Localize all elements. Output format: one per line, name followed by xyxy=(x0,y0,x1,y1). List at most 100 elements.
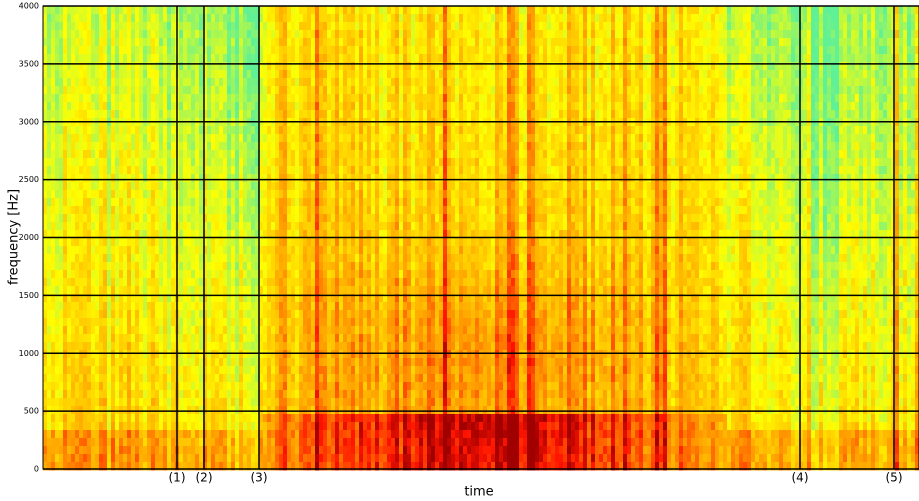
spectrogram-cell xyxy=(287,318,292,327)
spectrogram-cell xyxy=(55,430,60,439)
spectrogram-cell xyxy=(291,270,296,279)
spectrogram-cell xyxy=(231,430,236,439)
spectrogram-cell xyxy=(123,438,128,447)
spectrogram-cell xyxy=(83,222,88,231)
spectrogram-cell xyxy=(171,350,176,359)
spectrogram-cell xyxy=(123,318,128,327)
spectrogram-cell xyxy=(271,262,276,271)
spectrogram-cell xyxy=(223,238,228,247)
spectrogram-cell xyxy=(275,262,280,271)
spectrogram-cell xyxy=(375,142,380,151)
spectrogram-cell xyxy=(247,94,252,103)
spectrogram-cell xyxy=(71,158,76,167)
spectrogram-cell xyxy=(355,446,360,455)
spectrogram-cell xyxy=(111,350,116,359)
spectrogram-cell xyxy=(139,334,144,343)
spectrogram-cell xyxy=(319,382,324,391)
spectrogram-cell xyxy=(155,214,160,223)
spectrogram-cell xyxy=(291,46,296,55)
spectrogram-cell xyxy=(171,22,176,31)
spectrogram-cell xyxy=(91,238,96,247)
spectrogram-cell xyxy=(199,30,204,39)
spectrogram-cell xyxy=(51,350,56,359)
spectrogram-cell xyxy=(323,302,328,311)
spectrogram-cell xyxy=(379,238,384,247)
spectrogram-cell xyxy=(291,254,296,263)
spectrogram-cell xyxy=(231,166,236,175)
spectrogram-cell xyxy=(47,390,52,399)
spectrogram-cell xyxy=(379,414,384,423)
spectrogram-cell xyxy=(139,366,144,375)
spectrogram-cell xyxy=(167,158,172,167)
spectrogram-cell xyxy=(91,366,96,375)
spectrogram-cell xyxy=(243,158,248,167)
spectrogram-cell xyxy=(71,406,76,415)
spectrogram-cell xyxy=(123,110,128,119)
spectrogram-cell xyxy=(267,214,272,223)
spectrogram-cell xyxy=(199,102,204,111)
spectrogram-cell xyxy=(191,86,196,95)
spectrogram-cell xyxy=(287,446,292,455)
spectrogram-cell xyxy=(303,214,308,223)
spectrogram-cell xyxy=(123,198,128,207)
spectrogram-cell xyxy=(207,318,212,327)
spectrogram-cell xyxy=(195,198,200,207)
spectrogram-cell xyxy=(371,454,376,463)
spectrogram-cell xyxy=(275,238,280,247)
spectrogram-cell xyxy=(379,278,384,287)
spectrogram-cell xyxy=(351,438,356,447)
spectrogram-cell xyxy=(339,342,344,351)
spectrogram-cell xyxy=(327,174,332,183)
spectrogram-cell xyxy=(319,438,324,447)
spectrogram-cell xyxy=(351,6,356,15)
spectrogram-cell xyxy=(363,182,368,191)
spectrogram-cell xyxy=(339,374,344,383)
spectrogram-cell xyxy=(91,174,96,183)
spectrogram-cell xyxy=(215,142,220,151)
spectrogram-cell xyxy=(351,430,356,439)
spectrogram-cell xyxy=(275,342,280,351)
spectrogram-cell xyxy=(327,374,332,383)
spectrogram-cell xyxy=(179,438,184,447)
spectrogram-cell xyxy=(311,222,316,231)
spectrogram-cell xyxy=(83,22,88,31)
spectrogram-cell xyxy=(339,286,344,295)
spectrogram-cell xyxy=(131,182,136,191)
spectrogram-cell xyxy=(103,454,108,463)
spectrogram-cell xyxy=(347,270,352,279)
spectrogram-cell xyxy=(115,30,120,39)
spectrogram-cell xyxy=(315,398,320,407)
spectrogram-cell xyxy=(51,334,56,343)
spectrogram-cell xyxy=(231,318,236,327)
spectrogram-cell xyxy=(307,158,312,167)
spectrogram-cell xyxy=(351,398,356,407)
spectrogram-cell xyxy=(71,70,76,79)
spectrogram-cell xyxy=(375,198,380,207)
spectrogram-cell xyxy=(223,382,228,391)
spectrogram-cell xyxy=(131,70,136,79)
spectrogram-cell xyxy=(115,438,120,447)
spectrogram-cell xyxy=(351,30,356,39)
spectrogram-cell xyxy=(111,174,116,183)
spectrogram-cell xyxy=(319,214,324,223)
spectrogram-cell xyxy=(115,54,120,63)
spectrogram-cell xyxy=(119,78,124,87)
spectrogram-cell xyxy=(211,326,216,335)
spectrogram-cell xyxy=(315,334,320,343)
spectrogram-cell xyxy=(83,406,88,415)
spectrogram-cell xyxy=(47,94,52,103)
spectrogram-cell xyxy=(43,78,48,87)
spectrogram-cell xyxy=(383,174,388,183)
spectrogram-cell xyxy=(355,14,360,23)
spectrogram-cell xyxy=(335,398,340,407)
spectrogram-cell xyxy=(367,438,372,447)
spectrogram-cell xyxy=(331,430,336,439)
spectrogram-cell xyxy=(119,278,124,287)
spectrogram-cell xyxy=(319,198,324,207)
spectrogram-cell xyxy=(147,286,152,295)
spectrogram-cell xyxy=(339,158,344,167)
spectrogram-cell xyxy=(123,54,128,63)
spectrogram-cell xyxy=(159,302,164,311)
spectrogram-cell xyxy=(199,454,204,463)
spectrogram-cell xyxy=(95,78,100,87)
